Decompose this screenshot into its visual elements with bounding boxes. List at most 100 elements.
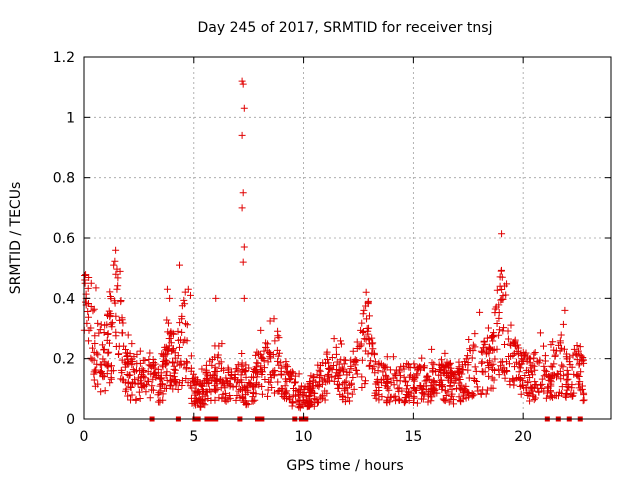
data-point xyxy=(348,390,356,398)
data-point xyxy=(201,401,209,409)
data-point xyxy=(98,367,106,375)
data-point xyxy=(425,387,433,395)
data-point xyxy=(547,341,555,349)
data-point xyxy=(166,381,174,389)
data-point xyxy=(265,349,273,357)
data-point xyxy=(515,360,523,368)
data-point xyxy=(540,372,548,380)
data-point xyxy=(167,328,175,336)
data-point xyxy=(403,360,411,368)
data-point xyxy=(252,351,260,359)
data-point xyxy=(253,379,261,387)
data-point xyxy=(482,350,490,358)
data-point xyxy=(485,372,493,380)
data-point xyxy=(339,393,347,401)
data-point xyxy=(217,376,225,384)
data-point xyxy=(367,357,375,365)
data-point xyxy=(181,300,189,308)
data-point xyxy=(395,368,403,376)
data-point xyxy=(424,373,432,381)
data-point xyxy=(559,372,567,380)
data-point xyxy=(326,377,334,385)
data-point xyxy=(506,340,514,348)
data-point xyxy=(535,359,543,367)
data-point xyxy=(168,347,176,355)
data-point xyxy=(364,350,372,358)
data-point xyxy=(321,396,329,404)
data-point xyxy=(471,363,479,371)
axis-ticks: 0 0.2 0.4 0.6 0.8 1 1.2 0 5 10 15 20 xyxy=(53,50,611,445)
data-point xyxy=(391,370,399,378)
data-point xyxy=(516,364,524,372)
data-point xyxy=(299,390,307,398)
data-point xyxy=(533,357,541,365)
data-point xyxy=(257,326,265,334)
peak-data-point xyxy=(166,294,174,302)
data-point xyxy=(328,354,336,362)
data-point xyxy=(542,368,550,376)
data-point xyxy=(540,342,548,350)
data-point xyxy=(457,381,465,389)
data-point xyxy=(343,371,351,379)
data-point xyxy=(393,376,401,384)
data-point xyxy=(541,352,549,360)
data-point xyxy=(554,392,562,400)
data-point xyxy=(436,365,444,373)
data-point xyxy=(381,363,389,371)
peak-data-point xyxy=(362,288,370,296)
data-point xyxy=(218,395,226,403)
data-point xyxy=(122,345,130,353)
data-point xyxy=(90,368,98,376)
data-point xyxy=(124,331,132,339)
data-point xyxy=(296,386,304,394)
data-point xyxy=(211,368,219,376)
data-point xyxy=(556,347,564,355)
data-point xyxy=(106,288,114,296)
data-point xyxy=(295,370,303,378)
data-point xyxy=(570,345,578,353)
data-point xyxy=(261,376,269,384)
data-point xyxy=(199,400,207,408)
data-point xyxy=(527,384,535,392)
data-point xyxy=(478,367,486,375)
peak-data-point xyxy=(113,285,121,293)
data-point xyxy=(483,334,491,342)
data-point xyxy=(97,388,105,396)
data-point xyxy=(468,354,476,362)
data-point xyxy=(436,378,444,386)
data-point xyxy=(440,369,448,377)
data-point xyxy=(455,393,463,401)
data-point xyxy=(405,363,413,371)
data-point xyxy=(499,358,507,366)
data-point xyxy=(173,359,181,367)
data-point xyxy=(159,390,167,398)
data-point xyxy=(380,364,388,372)
data-point xyxy=(459,395,467,403)
data-point xyxy=(187,352,195,360)
peak-data-point xyxy=(176,261,184,269)
data-point xyxy=(473,383,481,391)
data-point xyxy=(396,396,404,404)
data-point xyxy=(546,387,554,395)
data-point xyxy=(274,327,282,335)
data-point xyxy=(184,379,192,387)
data-point xyxy=(240,384,248,392)
data-point xyxy=(281,375,289,383)
data-point xyxy=(401,399,409,407)
data-point xyxy=(498,230,506,238)
data-point xyxy=(383,399,391,407)
data-point xyxy=(258,367,266,375)
data-point xyxy=(474,387,482,395)
data-point xyxy=(342,377,350,385)
data-point xyxy=(430,377,438,385)
data-point xyxy=(386,366,394,374)
data-point xyxy=(524,392,532,400)
data-point xyxy=(270,315,278,323)
data-point xyxy=(292,378,300,386)
data-point xyxy=(383,384,391,392)
data-point xyxy=(394,385,402,393)
data-point xyxy=(313,382,321,390)
peak-data-point xyxy=(238,204,246,212)
data-point xyxy=(511,363,519,371)
data-point xyxy=(106,313,114,321)
